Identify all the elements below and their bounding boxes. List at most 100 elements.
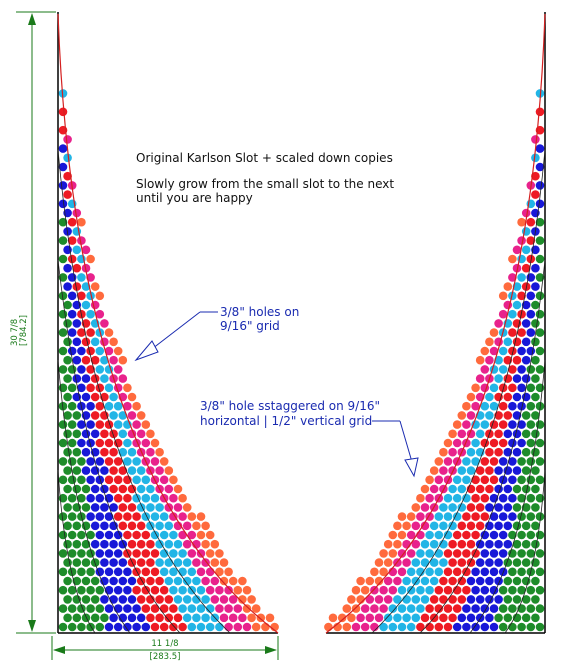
hole-dot [379, 585, 388, 595]
hole-dot [526, 457, 536, 466]
hole-dot [489, 475, 499, 485]
hole-dot [146, 503, 155, 512]
hole-dot [434, 567, 444, 577]
hole-dot [526, 291, 536, 301]
hole-dot [132, 530, 141, 540]
hole-dot [104, 420, 114, 429]
hole-dot [113, 401, 123, 411]
hole-dot [77, 365, 86, 374]
hole-dot [72, 447, 82, 457]
hole-dot [370, 622, 379, 632]
hole-dot [224, 604, 233, 613]
hole-dot [508, 273, 517, 282]
hole-dot [521, 208, 531, 218]
hole-dot [100, 447, 109, 457]
hole-dot [425, 567, 434, 577]
hole-dot [521, 595, 531, 604]
hole-dot [517, 365, 526, 374]
hole-dot [535, 585, 545, 595]
hole-dot [531, 153, 540, 163]
hole-dot [425, 530, 434, 540]
hole-dot [328, 613, 338, 623]
hole-dot [109, 447, 118, 457]
hole-dot [406, 530, 416, 540]
hole-dot [535, 420, 545, 429]
hole-dot [123, 530, 132, 540]
hole-dot [182, 558, 192, 567]
hole-dot [182, 521, 192, 531]
hole-dot [63, 539, 72, 549]
hole-dot [434, 512, 444, 521]
callout-staggered-grid: 3/8" hole sstaggered on 9/16" horizontal… [200, 399, 419, 478]
hole-dot [517, 457, 526, 466]
hole-dot [434, 622, 444, 632]
hole-dot [233, 604, 243, 613]
hole-dot [72, 208, 82, 218]
hole-dot [416, 604, 425, 613]
hole-dot [434, 457, 444, 466]
hole-dot [526, 420, 536, 429]
hole-dot [517, 549, 526, 558]
hole-dot [141, 475, 151, 485]
hole-dot [178, 549, 187, 558]
hole-dot [475, 558, 485, 567]
hole-dot [512, 300, 522, 310]
hole-dot [517, 328, 526, 337]
hole-dot [90, 411, 100, 420]
hole-dot [475, 374, 485, 383]
hole-dot [443, 493, 453, 503]
hole-dot [439, 521, 448, 531]
hole-dot [132, 604, 141, 613]
hole-dot [512, 245, 522, 255]
hole-dot [517, 530, 526, 540]
callout-a-line-2: 9/16" grid [220, 319, 280, 333]
hole-dot [535, 622, 545, 632]
hole-dot [113, 567, 123, 577]
hole-dot [498, 365, 508, 374]
hole-dot [182, 613, 192, 623]
hole-dot [58, 457, 68, 466]
hole-dot [67, 604, 77, 613]
hole-dot [238, 613, 247, 623]
hole-dot [485, 484, 494, 494]
hole-dot [187, 604, 197, 613]
hole-dot [118, 411, 128, 420]
hole-dot [104, 512, 114, 521]
hole-dot [118, 595, 128, 604]
hole-dot [104, 438, 114, 448]
hole-dot [72, 337, 82, 347]
hole-dot [457, 576, 467, 586]
height-dimension [16, 11, 56, 634]
hole-dot [63, 282, 72, 291]
hole-dot [347, 613, 356, 623]
hole-dot [219, 576, 229, 586]
hole-dot [508, 346, 517, 356]
hole-dot [150, 530, 160, 540]
hole-dot [215, 622, 224, 632]
hole-dot [109, 613, 118, 623]
hole-dot [452, 622, 462, 632]
hole-dot [498, 291, 508, 301]
hole-dot [123, 512, 132, 521]
hole-dot [141, 622, 151, 632]
hole-dot [462, 530, 471, 540]
hole-dot [517, 217, 526, 227]
hole-dot [521, 484, 531, 494]
hole-dot [81, 355, 91, 365]
hole-dot [443, 438, 453, 448]
hole-dot [136, 595, 146, 604]
hole-dot [187, 530, 197, 540]
hole-dot [443, 585, 453, 595]
note-line-2: Slowly grow from the small slot to the n… [136, 177, 394, 191]
hole-dot [360, 585, 370, 595]
hole-dot [63, 484, 72, 494]
hole-dot [113, 365, 123, 374]
hole-dot [388, 604, 398, 613]
hole-dot [512, 392, 522, 402]
hole-dot [67, 346, 77, 356]
hole-dot [535, 346, 545, 356]
hole-dot [351, 622, 361, 632]
hole-dot [402, 539, 411, 549]
hole-dot [448, 539, 457, 549]
